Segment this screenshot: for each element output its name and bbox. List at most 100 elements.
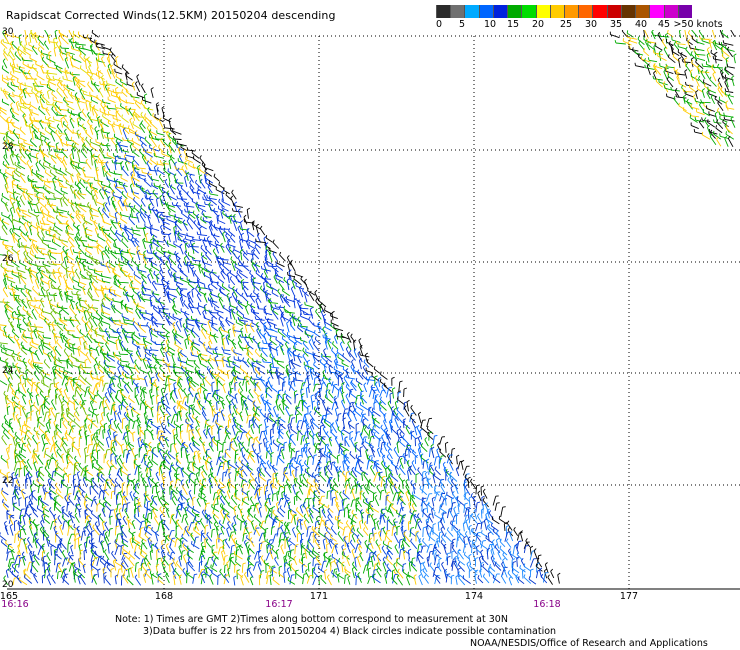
wind-barb bbox=[121, 117, 129, 123]
wind-barb bbox=[57, 269, 62, 278]
wind-barb bbox=[169, 186, 175, 195]
wind-barb-flag bbox=[724, 135, 728, 139]
wind-barb bbox=[638, 56, 645, 62]
wind-barb-flag bbox=[39, 119, 42, 123]
wind-barb bbox=[177, 260, 182, 268]
wind-barb bbox=[161, 108, 165, 117]
wind-barb bbox=[121, 66, 130, 75]
wind-barb-flag bbox=[8, 214, 11, 218]
wind-barb-flag bbox=[231, 346, 234, 350]
wind-barb bbox=[82, 277, 91, 280]
wind-barb-flag bbox=[707, 119, 709, 123]
wind-barb-flag bbox=[693, 48, 696, 52]
wind-barb bbox=[46, 77, 55, 82]
wind-barb bbox=[127, 365, 134, 374]
wind-barb-flag bbox=[161, 277, 165, 281]
wind-barb-flag bbox=[33, 32, 36, 35]
wind-barb-flag bbox=[41, 216, 45, 219]
wind-barb bbox=[124, 336, 129, 344]
wind-barb bbox=[725, 94, 735, 98]
wind-barb bbox=[113, 240, 117, 248]
wind-barb-flag bbox=[114, 155, 119, 158]
wind-barb-flag bbox=[261, 347, 264, 351]
wind-barb-flag bbox=[22, 87, 26, 91]
wind-barb-flag bbox=[122, 182, 126, 186]
wind-barb-flag bbox=[95, 345, 99, 349]
wind-barb bbox=[44, 183, 52, 189]
wind-barb bbox=[56, 84, 64, 92]
wind-barb bbox=[164, 181, 169, 188]
wind-barb-flag bbox=[132, 317, 135, 321]
wind-barb bbox=[64, 71, 68, 80]
wind-barb-flag bbox=[282, 294, 284, 298]
wind-barb bbox=[155, 254, 163, 261]
wind-barb bbox=[21, 349, 28, 355]
wind-barb-flag bbox=[33, 209, 36, 213]
wind-barb-flag bbox=[22, 317, 25, 321]
wind-barb-flag bbox=[0, 106, 2, 111]
wind-barb-flag bbox=[225, 213, 228, 217]
wind-barb bbox=[186, 193, 194, 201]
wind-barb bbox=[660, 35, 670, 38]
wind-map bbox=[0, 30, 740, 590]
wind-barb-flag bbox=[317, 323, 319, 327]
wind-barb-flag bbox=[160, 332, 162, 336]
wind-barb-flag bbox=[251, 262, 255, 266]
wind-barb-flag bbox=[19, 106, 22, 110]
wind-barb bbox=[93, 222, 99, 230]
wind-barb bbox=[132, 123, 142, 130]
wind-barb-flag bbox=[83, 179, 85, 184]
wind-barb-flag bbox=[714, 111, 718, 114]
wind-barb-flag bbox=[106, 105, 109, 109]
wind-barb-flag bbox=[16, 338, 20, 342]
wind-barb bbox=[69, 155, 75, 165]
wind-barb bbox=[655, 80, 663, 88]
wind-barb-flag bbox=[28, 267, 31, 271]
wind-barb bbox=[144, 266, 153, 272]
wind-barb-flag bbox=[125, 72, 128, 77]
wind-barb-flag bbox=[139, 122, 142, 126]
wind-barb bbox=[174, 253, 181, 260]
wind-barb-flag bbox=[92, 316, 95, 320]
wind-barb bbox=[113, 64, 122, 70]
wind-barb bbox=[263, 334, 268, 344]
wind-barb-flag bbox=[241, 292, 244, 296]
wind-barb bbox=[79, 181, 86, 189]
wind-barb-flag bbox=[174, 230, 178, 234]
wind-barb bbox=[97, 182, 104, 190]
wind-barb-flag bbox=[223, 227, 226, 231]
wind-barb-flag bbox=[207, 283, 211, 287]
wind-barb-flag bbox=[237, 316, 240, 321]
wind-barb bbox=[2, 175, 8, 184]
wind-barb-flag bbox=[39, 206, 43, 210]
wind-barb bbox=[29, 269, 38, 274]
wind-barb-flag bbox=[196, 189, 200, 192]
wind-barb bbox=[60, 118, 64, 128]
wind-barb bbox=[89, 219, 98, 225]
wind-barb-flag bbox=[41, 239, 44, 243]
wind-barb-flag bbox=[156, 239, 159, 243]
wind-barb-flag bbox=[38, 144, 42, 148]
wind-barb-flag bbox=[229, 270, 232, 274]
wind-barb bbox=[64, 281, 70, 291]
wind-barb-flag bbox=[143, 177, 146, 181]
wind-barb bbox=[714, 53, 717, 64]
wind-barb bbox=[665, 70, 674, 75]
wind-barb-flag bbox=[54, 186, 56, 190]
wind-barb bbox=[54, 64, 63, 70]
wind-barb-flag bbox=[265, 242, 269, 245]
wind-barb bbox=[696, 111, 705, 116]
wind-barb-flag bbox=[666, 76, 669, 80]
wind-barb-flag bbox=[727, 93, 731, 97]
wind-barb-flag bbox=[716, 107, 720, 111]
wind-barb-flag bbox=[202, 309, 206, 313]
wind-barb bbox=[211, 234, 220, 238]
wind-barb-flag bbox=[264, 254, 268, 257]
wind-barb-flag bbox=[725, 125, 728, 129]
wind-barb bbox=[195, 288, 202, 297]
wind-barb-flag bbox=[64, 256, 68, 259]
wind-barb bbox=[252, 312, 261, 320]
legend-swatch bbox=[549, 5, 564, 18]
wind-barb-flag bbox=[106, 132, 111, 135]
wind-barb-flag bbox=[209, 271, 213, 275]
